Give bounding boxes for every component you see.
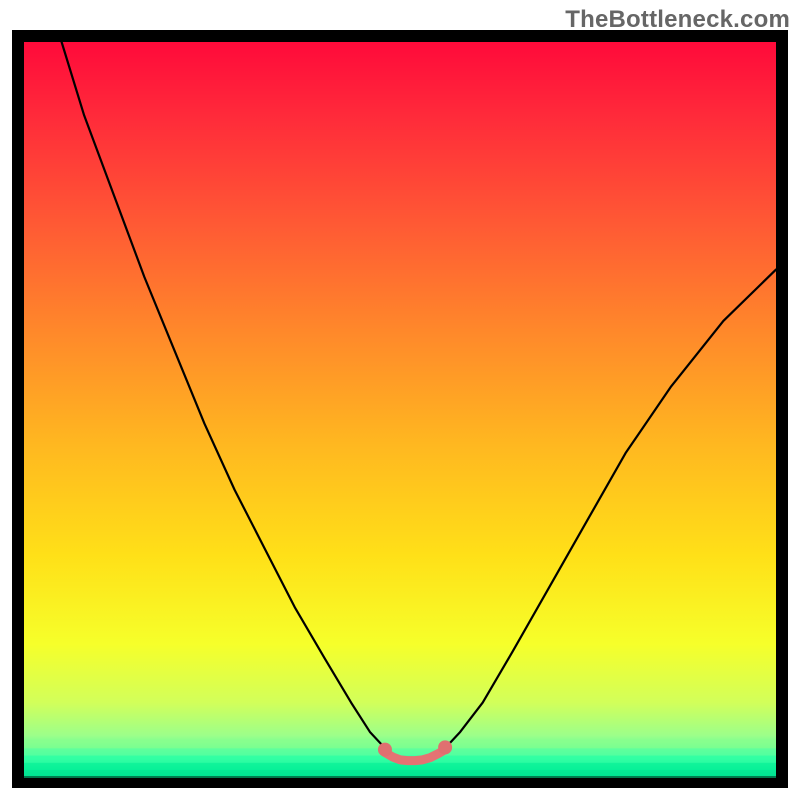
bottleneck-chart: TheBottleneck.com: [0, 0, 800, 800]
green-band: [24, 741, 776, 749]
chart-svg: [0, 0, 800, 800]
plot-background: [24, 42, 776, 776]
watermark-text: TheBottleneck.com: [565, 6, 790, 34]
green-band: [24, 770, 776, 778]
segment-end-marker: [378, 743, 392, 757]
green-band: [24, 748, 776, 756]
segment-end-marker: [438, 740, 452, 754]
